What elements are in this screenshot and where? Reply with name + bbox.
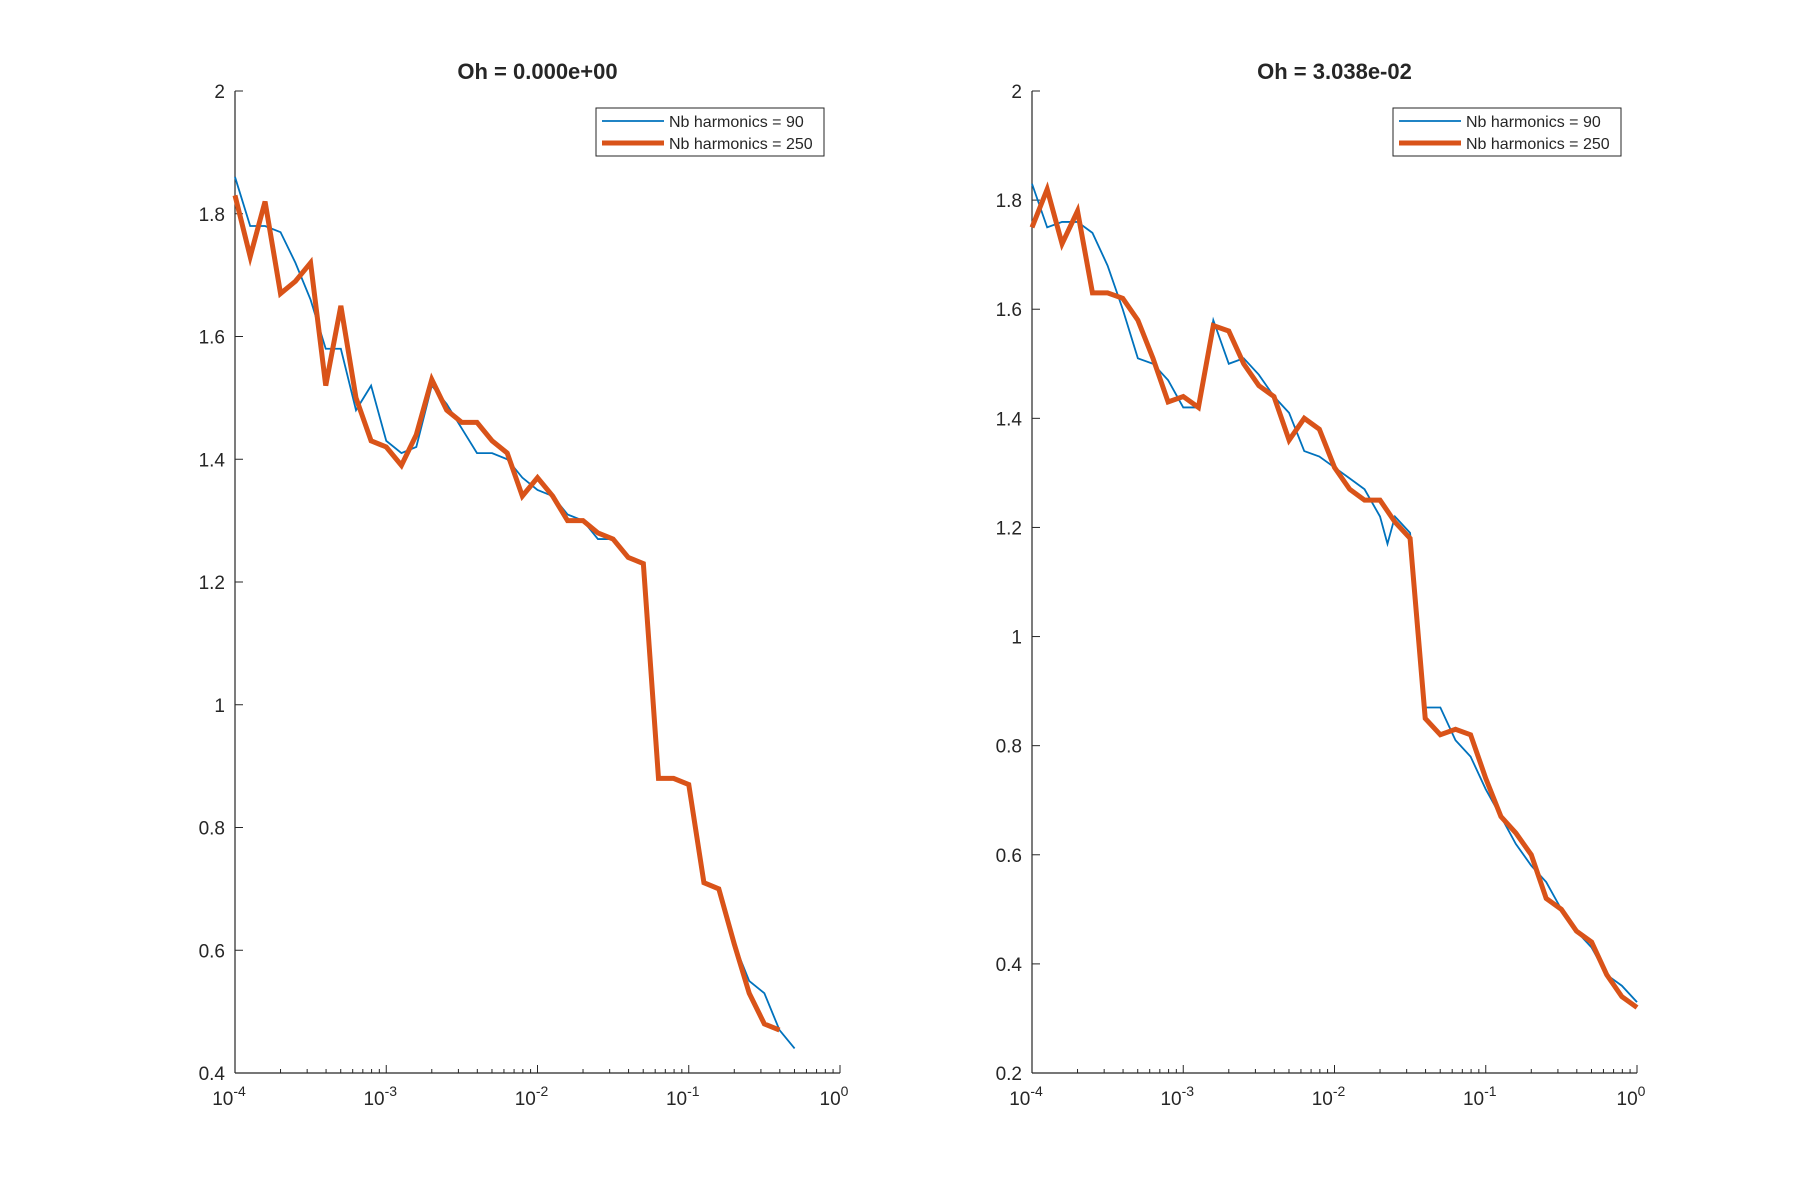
- x-tick-exponent: -4: [233, 1083, 246, 1099]
- y-tick-label: 0.4: [199, 1064, 226, 1085]
- legend-label-1: Nb harmonics = 250: [1466, 136, 1610, 153]
- x-tick-label: 10-2: [1312, 1083, 1346, 1110]
- y-tick-label: 0.6: [199, 941, 225, 962]
- y-tick-label: 1.4: [996, 409, 1023, 430]
- x-tick-label: 10-1: [666, 1083, 700, 1110]
- series-line-0: [1031, 183, 1638, 1003]
- x-tick-exponent: -3: [385, 1083, 398, 1099]
- y-tick-label: 1.4: [199, 450, 226, 471]
- x-tick-label: 10-3: [363, 1083, 397, 1110]
- series-line-1: [232, 194, 781, 1033]
- x-tick-label: 10-4: [1009, 1083, 1043, 1110]
- chart-title: Oh = 0.000e+00: [457, 59, 617, 84]
- x-tick-base: 10: [666, 1089, 687, 1110]
- x-tick-base: 10: [363, 1089, 384, 1110]
- x-tick-exponent: 0: [1638, 1083, 1646, 1099]
- x-tick-exponent: -4: [1030, 1083, 1043, 1099]
- x-tick-base: 10: [1463, 1089, 1484, 1110]
- chart-title: Oh = 3.038e-02: [1257, 59, 1412, 84]
- x-tick-label: 100: [820, 1083, 849, 1110]
- y-tick-label: 0.6: [996, 846, 1022, 867]
- y-tick-label: 1.2: [199, 573, 225, 594]
- y-tick-label: 1: [214, 696, 225, 717]
- x-tick-label: 100: [1617, 1083, 1646, 1110]
- legend: Nb harmonics = 90 Nb harmonics = 250: [595, 107, 825, 157]
- y-tick-label: 1.8: [996, 191, 1022, 212]
- legend-box: [1392, 107, 1622, 157]
- x-tick-base: 10: [1009, 1089, 1030, 1110]
- x-tick-exponent: -1: [1484, 1083, 1497, 1099]
- legend-label-0: Nb harmonics = 90: [669, 114, 804, 131]
- x-tick-label: 10-1: [1463, 1083, 1497, 1110]
- legend-label-1: Nb harmonics = 250: [669, 136, 813, 153]
- series-line-0: [234, 176, 796, 1050]
- x-tick-label: 10-4: [212, 1083, 246, 1110]
- y-tick-label: 2: [214, 82, 225, 103]
- x-tick-exponent: -2: [1333, 1083, 1346, 1099]
- y-tick-label: 2: [1011, 82, 1022, 103]
- x-tick-base: 10: [515, 1089, 536, 1110]
- y-tick-label: 1: [1011, 628, 1022, 649]
- legend: Nb harmonics = 90 Nb harmonics = 250: [1392, 107, 1622, 157]
- legend-label-0: Nb harmonics = 90: [1466, 114, 1601, 131]
- legend-box: [595, 107, 825, 157]
- x-tick-exponent: -1: [687, 1083, 700, 1099]
- y-tick-label: 1.6: [996, 300, 1022, 321]
- y-tick-label: 1.6: [199, 328, 225, 349]
- x-tick-label: 10-2: [515, 1083, 549, 1110]
- x-tick-base: 10: [1160, 1089, 1181, 1110]
- x-tick-exponent: -2: [536, 1083, 549, 1099]
- y-tick-label: 0.8: [199, 819, 225, 840]
- x-tick-exponent: -3: [1182, 1083, 1195, 1099]
- x-tick-base: 10: [212, 1089, 233, 1110]
- x-tick-base: 10: [1312, 1089, 1333, 1110]
- y-tick-label: 0.2: [996, 1064, 1022, 1085]
- x-tick-base: 10: [1617, 1089, 1638, 1110]
- y-tick-label: 1.8: [199, 205, 225, 226]
- y-tick-label: 0.8: [996, 737, 1022, 758]
- y-tick-label: 0.4: [996, 955, 1023, 976]
- y-tick-label: 1.2: [996, 518, 1022, 539]
- x-tick-base: 10: [820, 1089, 841, 1110]
- x-tick-exponent: 0: [841, 1083, 849, 1099]
- x-tick-label: 10-3: [1160, 1083, 1194, 1110]
